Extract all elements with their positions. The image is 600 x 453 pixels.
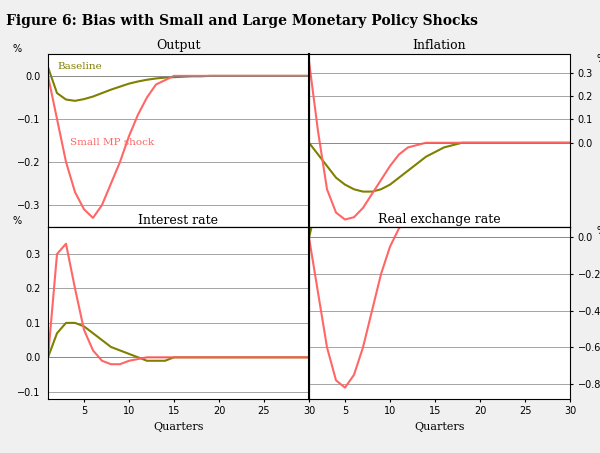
- Y-axis label: %: %: [12, 44, 21, 54]
- Text: Small MP shock: Small MP shock: [71, 138, 155, 147]
- Title: Real exchange rate: Real exchange rate: [378, 213, 501, 226]
- Title: Inflation: Inflation: [413, 39, 466, 52]
- Text: Figure 6: Bias with Small and Large Monetary Policy Shocks: Figure 6: Bias with Small and Large Mone…: [6, 14, 478, 28]
- Y-axis label: %: %: [12, 217, 21, 226]
- Title: Interest rate: Interest rate: [139, 213, 218, 226]
- Title: Output: Output: [156, 39, 201, 52]
- X-axis label: Quarters: Quarters: [414, 422, 465, 432]
- Y-axis label: %: %: [597, 226, 600, 236]
- Text: Baseline: Baseline: [57, 62, 102, 71]
- X-axis label: Quarters: Quarters: [153, 422, 204, 432]
- Y-axis label: %: %: [597, 54, 600, 64]
